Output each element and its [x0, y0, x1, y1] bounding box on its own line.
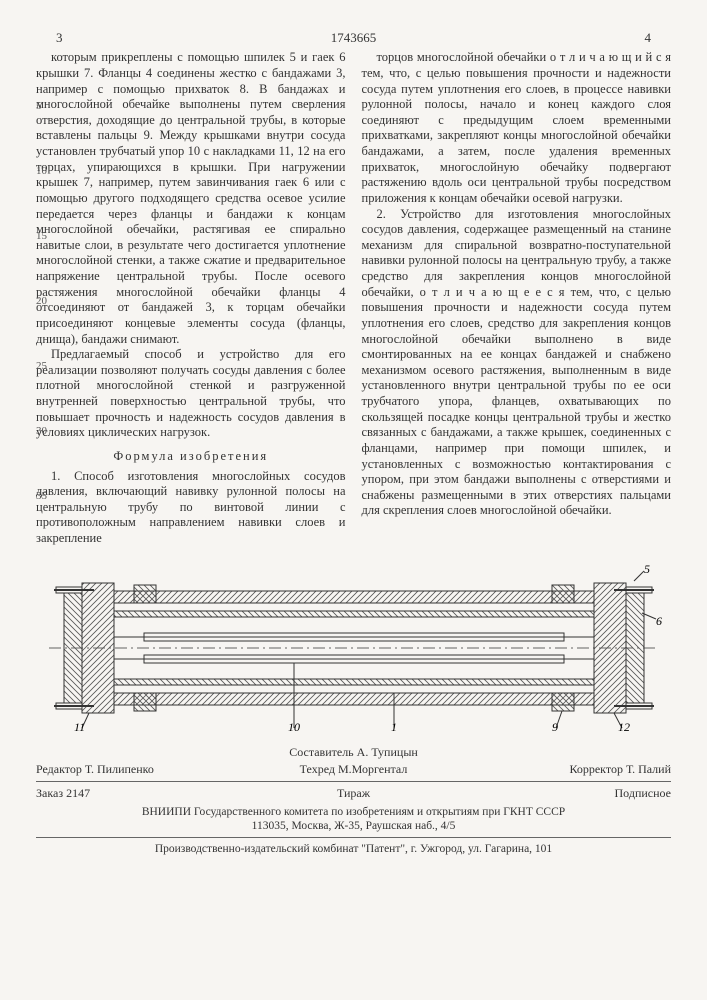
editor-label: Редактор: [36, 762, 82, 776]
org-address: 113035, Москва, Ж-35, Раушская наб., 4/5: [36, 819, 671, 833]
signed: Подписное: [459, 786, 671, 801]
para: Предлагаемый способ и устройство для его…: [36, 347, 346, 441]
order-label: Заказ: [36, 786, 63, 800]
line-marker: 15: [36, 230, 47, 244]
figure-cross-section: 5 6 11 10 1 9 12: [44, 563, 664, 733]
techred-label: Техред: [300, 762, 335, 776]
fig-label-6: 6: [656, 614, 662, 628]
para: 1. Способ изготовления многослойных сосу…: [36, 469, 346, 547]
para: которым прикреплены с помощью шпилек 5 и…: [36, 50, 346, 347]
column-right: торцов многослойной обечайки о т л и ч а…: [362, 50, 672, 546]
fig-label-10: 10: [288, 720, 300, 733]
formula-heading: Формула изобретения: [36, 449, 346, 465]
compiler-name: А. Тупицын: [357, 745, 418, 759]
page-right: 4: [645, 30, 652, 46]
techred-name: М.Моргентал: [338, 762, 407, 776]
column-left: которым прикреплены с помощью шпилек 5 и…: [36, 50, 346, 546]
org-line: ВНИИПИ Государственного комитета по изоб…: [36, 805, 671, 819]
line-marker: 20: [36, 295, 47, 309]
line-marker: 35: [36, 490, 47, 504]
compiler-label: Составитель: [289, 745, 353, 759]
editor-name: Т. Пилипенко: [85, 762, 154, 776]
corrector-name: Т. Палий: [626, 762, 671, 776]
printer-line: Производственно-издательский комбинат "П…: [36, 842, 671, 856]
doc-number: 1743665: [331, 30, 377, 46]
order-num: 2147: [66, 786, 90, 800]
fig-label-5: 5: [644, 563, 650, 576]
fig-label-11: 11: [74, 720, 85, 733]
credits-block: Составитель А. Тупицын Редактор Т. Пилип…: [36, 745, 671, 857]
page-left: 3: [56, 30, 63, 46]
text-columns: 5 10 15 20 25 30 35 которым прикреплены …: [36, 50, 671, 546]
page-header: 3 1743665 4: [36, 30, 671, 46]
line-marker: 10: [36, 165, 47, 179]
line-marker: 5: [36, 100, 42, 114]
para: 2. Устройство для изготовления многослой…: [362, 207, 672, 520]
tirazh: Тираж: [248, 786, 460, 801]
line-marker: 30: [36, 425, 47, 439]
para: торцов многослойной обечайки о т л и ч а…: [362, 50, 672, 206]
corrector-label: Корректор: [569, 762, 623, 776]
fig-label-1: 1: [391, 720, 397, 733]
fig-label-12: 12: [618, 720, 630, 733]
line-marker: 25: [36, 360, 47, 374]
fig-label-9: 9: [552, 720, 558, 733]
